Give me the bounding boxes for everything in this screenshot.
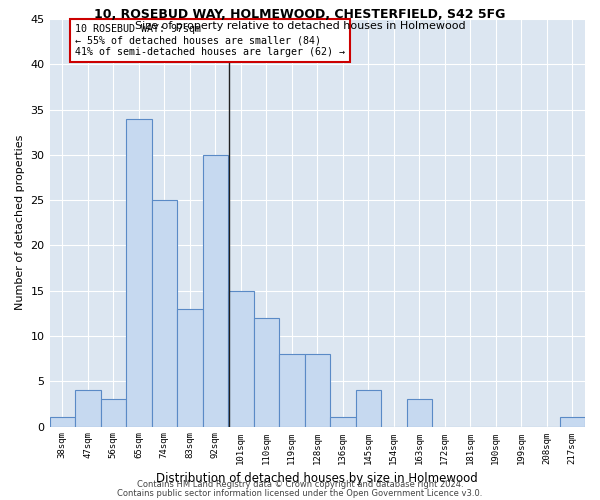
Text: 10, ROSEBUD WAY, HOLMEWOOD, CHESTERFIELD, S42 5FG: 10, ROSEBUD WAY, HOLMEWOOD, CHESTERFIELD… <box>94 8 506 20</box>
Bar <box>560 418 585 426</box>
Bar <box>75 390 101 426</box>
Y-axis label: Number of detached properties: Number of detached properties <box>15 135 25 310</box>
Text: Size of property relative to detached houses in Holmewood: Size of property relative to detached ho… <box>134 21 466 31</box>
Bar <box>305 354 330 426</box>
Text: 10 ROSEBUD WAY: 97sqm
← 55% of detached houses are smaller (84)
41% of semi-deta: 10 ROSEBUD WAY: 97sqm ← 55% of detached … <box>75 24 345 56</box>
Bar <box>356 390 381 426</box>
Bar <box>50 418 75 426</box>
Bar <box>101 400 126 426</box>
Bar <box>254 318 279 426</box>
Bar <box>126 118 152 426</box>
Bar <box>228 290 254 426</box>
Text: Contains public sector information licensed under the Open Government Licence v3: Contains public sector information licen… <box>118 489 482 498</box>
Bar <box>177 309 203 426</box>
Bar <box>330 418 356 426</box>
Text: Contains HM Land Registry data © Crown copyright and database right 2024.: Contains HM Land Registry data © Crown c… <box>137 480 463 489</box>
Bar <box>279 354 305 426</box>
Bar <box>152 200 177 426</box>
Bar <box>203 155 228 426</box>
Bar <box>407 400 432 426</box>
X-axis label: Distribution of detached houses by size in Holmewood: Distribution of detached houses by size … <box>157 472 478 485</box>
